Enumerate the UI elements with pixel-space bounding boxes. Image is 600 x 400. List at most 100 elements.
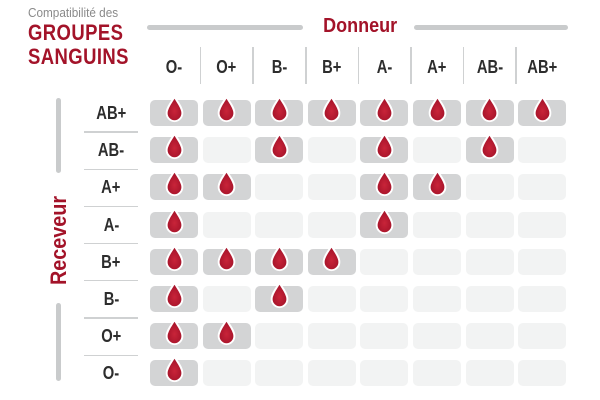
donor-axis-label: Donneur [323, 15, 397, 37]
column-divider [252, 47, 254, 84]
cell-O--from-AB+ [518, 360, 567, 387]
donor-header-O-: O- [165, 57, 183, 77]
row-divider [84, 168, 138, 170]
donor-header-AB-: AB- [476, 57, 503, 77]
cell-B--from-O+ [202, 286, 251, 312]
cell-O+-from-AB+ [518, 323, 567, 350]
cell-A+-from-AB- [465, 174, 514, 201]
cell-AB--from-A+ [413, 137, 461, 164]
blood-drop-icon [217, 94, 236, 123]
blood-drop-icon [270, 131, 289, 160]
blood-drop-icon [375, 169, 394, 197]
row-divider [84, 205, 138, 207]
cell-O--from-A+ [413, 360, 461, 387]
cell-O--from-A- [360, 360, 409, 387]
blood-drop-icon [375, 206, 394, 234]
cell-O--from-B- [255, 360, 304, 387]
column-divider [410, 47, 412, 84]
cell-O+-from-AB- [465, 323, 514, 350]
blood-drop-icon [270, 243, 289, 271]
cell-B--from-AB- [465, 286, 514, 312]
column-divider [515, 47, 517, 84]
cell-AB--from-AB+ [518, 137, 567, 164]
blood-drop-icon [533, 94, 552, 123]
cell-O+-from-A- [360, 323, 409, 350]
donor-header-AB+: AB+ [527, 57, 558, 77]
column-divider [357, 47, 360, 84]
blood-drop-icon [165, 94, 183, 123]
receiver-axis-line-bottom [56, 303, 61, 381]
donor-header-O+: O+ [216, 57, 237, 77]
donor-header-B+: B+ [322, 57, 342, 77]
blood-drop-icon [270, 94, 289, 123]
blood-drop-icon [375, 94, 394, 123]
cell-B--from-A- [360, 286, 409, 312]
cell-O+-from-A+ [413, 323, 461, 350]
cell-A+-from-B- [255, 174, 304, 201]
chart-kicker: Compatibilité des [28, 6, 119, 20]
blood-drop-icon [375, 131, 394, 160]
blood-drop-icon [165, 280, 183, 309]
column-divider [462, 47, 465, 84]
cell-AB--from-O+ [202, 137, 251, 164]
donor-header-A+: A+ [427, 57, 447, 77]
donor-header-A-: A- [376, 57, 393, 77]
cell-B--from-B+ [307, 286, 356, 312]
receiver-label-A-: A- [103, 214, 119, 235]
blood-drop-icon [270, 280, 289, 309]
receiver-axis-line-top [56, 98, 61, 173]
cell-A--from-AB+ [518, 211, 567, 238]
cell-O+-from-B+ [307, 323, 356, 350]
chart-title-line1: GROUPES [28, 20, 124, 45]
blood-drop-icon [428, 94, 446, 123]
receiver-label-B+: B+ [101, 251, 121, 272]
receiver-axis-label: Receveur [46, 195, 71, 285]
cell-A--from-O+ [202, 211, 251, 238]
row-divider [84, 280, 138, 282]
receiver-label-AB+: AB+ [96, 103, 126, 123]
cell-B+-from-AB+ [518, 248, 567, 275]
column-divider [305, 47, 307, 84]
cell-O--from-AB- [465, 360, 514, 387]
cell-O+-from-B- [255, 323, 304, 350]
cell-A+-from-B+ [307, 174, 356, 201]
column-divider [199, 47, 202, 84]
blood-drop-icon [165, 243, 183, 271]
blood-drop-icon [322, 243, 341, 271]
receiver-label-O+: O+ [100, 326, 122, 347]
blood-drop-icon [165, 317, 183, 346]
row-divider [84, 317, 138, 319]
row-divider [84, 131, 138, 133]
blood-drop-icon [165, 131, 183, 160]
receiver-label-AB-: AB- [97, 140, 125, 161]
blood-drop-icon [480, 94, 499, 123]
cell-A--from-B+ [307, 211, 356, 238]
blood-drop-icon [165, 169, 183, 197]
blood-drop-icon [480, 131, 499, 160]
blood-drop-icon [217, 317, 236, 346]
cell-A--from-AB- [465, 211, 514, 238]
chart-title-line2: SANGUINS [28, 44, 129, 69]
blood-drop-icon [165, 206, 183, 234]
cell-B+-from-A+ [413, 248, 461, 275]
cell-B--from-AB+ [518, 286, 567, 312]
donor-axis-line-left [147, 25, 303, 30]
blood-drop-icon [428, 169, 446, 197]
blood-drop-icon [217, 169, 236, 197]
blood-drop-icon [165, 355, 183, 383]
donor-header-B-: B- [271, 57, 287, 77]
cell-O--from-O+ [202, 360, 251, 387]
row-divider [84, 354, 138, 356]
cell-O--from-B+ [307, 360, 356, 387]
row-divider [84, 243, 138, 245]
cell-B--from-A+ [413, 286, 461, 312]
cell-B+-from-A- [360, 248, 409, 275]
cell-A--from-B- [255, 211, 304, 238]
donor-axis-line-right [414, 25, 568, 30]
blood-drop-icon [322, 94, 341, 123]
receiver-label-A+: A+ [101, 177, 121, 198]
cell-AB--from-B+ [307, 137, 356, 164]
blood-drop-icon [217, 243, 236, 271]
cell-A+-from-AB+ [518, 174, 567, 201]
receiver-label-O-: O- [102, 363, 120, 384]
